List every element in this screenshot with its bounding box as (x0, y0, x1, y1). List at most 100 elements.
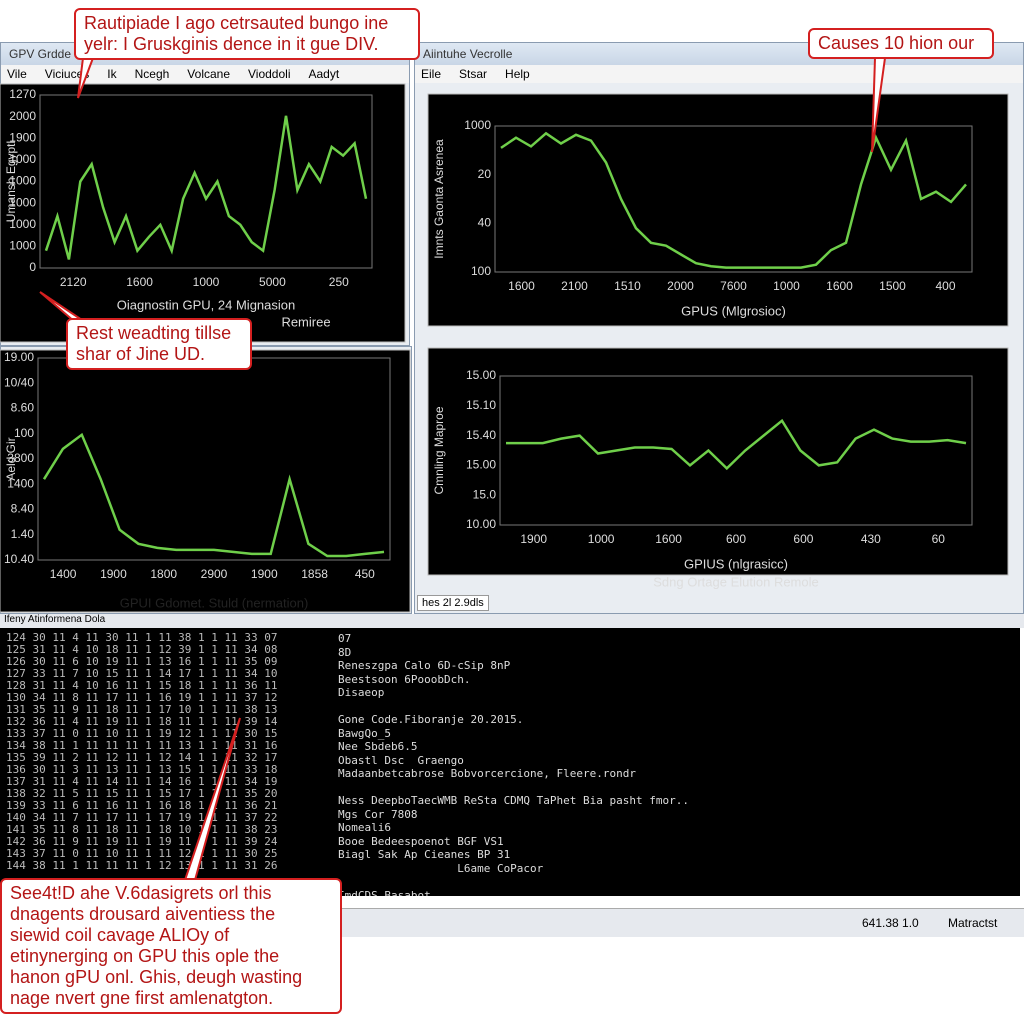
y-tick-label: 8.40 (11, 502, 35, 516)
x-tick-label: 1900 (100, 567, 127, 581)
tab[interactable]: hes 2l 2.9dls (417, 595, 489, 611)
console-row: 128 31 11 4 10 16 11 1 15 18 1 1 11 36 1… (6, 679, 278, 692)
console-row: 126 30 11 6 10 19 11 1 13 16 1 1 11 35 0… (6, 655, 278, 668)
callout-line: siewid coil cavage ALIOy of (10, 925, 230, 945)
callout-line: See4t!D ahe V.6dasigrets orl this (10, 883, 272, 903)
y-tick-label: 1000 (464, 118, 491, 132)
plot-frame (499, 375, 973, 526)
y-tick-label: 100 (14, 426, 34, 440)
console-row: 140 34 11 7 11 17 11 1 17 19 1 1 11 37 2… (6, 811, 278, 824)
x-tick-label: 7600 (720, 279, 747, 293)
callout-line: yelr: I Gruskginis dence in it gue DIV. (84, 34, 379, 54)
console-line: Gone Code.Fiboranje 20.2015. (338, 713, 524, 726)
console-line: Biagl Sak Ap Cieanes BP 31 (338, 848, 511, 861)
console-row: 133 37 11 0 11 10 11 1 19 12 1 1 11 30 1… (6, 727, 278, 740)
console-row: 125 31 11 4 10 18 11 1 12 39 1 1 11 34 0… (6, 643, 278, 656)
x-tick-label: 1510 (614, 279, 641, 293)
x-tick-label: 1000 (588, 532, 615, 546)
y-tick-label: 8.60 (11, 401, 35, 415)
menu-item[interactable]: Aadyt (308, 67, 340, 81)
y-tick-label: 15.0 (473, 487, 497, 501)
x-tick-label: 450 (355, 567, 375, 581)
y-axis-label: Aeld Gir (4, 437, 18, 480)
y-tick-label: 1270 (9, 87, 36, 101)
console-line: Nee Sbdeb6.5 (338, 740, 418, 753)
console-row: 127 33 11 7 10 15 11 1 14 17 1 1 11 34 1… (6, 667, 278, 680)
menu-item[interactable]: Eile (421, 67, 442, 81)
menu-item[interactable]: Stsar (459, 67, 488, 81)
y-tick-label: 0 (29, 260, 36, 274)
menu-item[interactable]: Ik (107, 67, 117, 81)
console-line: Beestsoon 6PooobDch. (338, 672, 471, 686)
x-tick-label: 1400 (50, 567, 77, 581)
x-tick-label: 600 (793, 532, 813, 546)
y-tick-label: 1000 (9, 174, 36, 188)
menu-bar: Vile Viciuces Ik Ncegh Volcane Vioddoli Aadyt (1, 65, 409, 83)
callout: See4t!D ahe V.6dasigrets orl this dnagent… (0, 878, 342, 1014)
menu-bar: Eile Stsar Help (415, 65, 1023, 83)
callout-line: Causes 10 hion our (818, 33, 975, 53)
chart-panel (427, 93, 1009, 327)
chart-panel (0, 349, 411, 613)
console-row: 142 36 11 9 11 19 11 1 19 11 1 1 11 39 2… (6, 835, 278, 848)
y-tick-label: 15.10 (466, 398, 496, 412)
y-tick-label: 1.40 (11, 527, 35, 541)
callout-line: nage nvert gne first amlenatgton. (10, 988, 274, 1008)
console-line: ImdCDS Basabot (338, 888, 431, 897)
callout: Rautipiade I ago cetrsauted bungo ine yel… (74, 8, 420, 60)
y-tick-label: 1900 (9, 130, 36, 144)
console-row: 136 30 11 3 11 13 11 1 13 15 1 1 11 33 1… (6, 763, 278, 776)
menu-item[interactable]: Volcane (187, 67, 230, 81)
console-line: BawgQo_5 (338, 726, 391, 740)
x-axis-label: Oiagnostin GPU, 24 Mignasion (117, 297, 295, 312)
console-row: 144 38 11 1 11 11 11 1 12 13 1 1 11 31 2… (6, 859, 278, 872)
y-tick-label: 3800 (7, 451, 34, 465)
console-row: 139 33 11 6 11 16 11 1 16 18 1 1 11 36 2… (6, 799, 278, 812)
console-numbers: 124 30 11 4 11 30 11 1 11 38 1 1 11 33 0… (6, 632, 336, 872)
console-line: 8D (338, 645, 352, 659)
x-tick-label: 1858 (301, 567, 328, 581)
menu-item[interactable]: Vile (7, 67, 27, 81)
y-tick-label: 2000 (9, 109, 36, 123)
callout-line: dnagents drousard aiventiess the (10, 904, 276, 924)
plot-frame (494, 125, 973, 273)
x-tick-label: 600 (726, 532, 746, 546)
console-line: Madaanbetcabrose Bobvorcercione, Fleere.… (338, 767, 637, 780)
x-tick-label: 430 (861, 532, 881, 546)
y-tick-label: 15.00 (466, 368, 496, 382)
status-mode: Matractst (948, 916, 998, 930)
menu-item[interactable]: Ncegh (134, 67, 170, 81)
y-tick-label: 40 (478, 216, 492, 230)
console-line: Obastl Dsc Graengo (338, 753, 464, 767)
y-tick-label: 1000 (9, 195, 36, 209)
x-tick-label: 1000 (773, 279, 800, 293)
console-row: 143 37 11 0 11 10 11 1 11 12 1 1 11 30 2… (6, 847, 278, 860)
y-tick-label: 1000 (9, 152, 36, 166)
x-tick-label: 2900 (201, 567, 228, 581)
menu-item[interactable]: Viciuces (44, 67, 90, 81)
callout-line: etinynerging on GPU this ople the (10, 946, 280, 966)
console-line: Reneszgpa Calo 6D-cSip 8nP (338, 659, 511, 672)
menu-item[interactable]: Vioddoli (248, 67, 291, 81)
x-tick-label: 1900 (520, 532, 547, 546)
y-axis-label: Umansh Egyptl (4, 141, 18, 222)
x-axis-label: GPIUS (nlgrasicc) (684, 556, 788, 571)
callout-line: Rest weadting tillse (76, 323, 232, 343)
status-position: 641.38 1.0 (862, 916, 919, 930)
callout-line: Rautipiade I ago cetrsauted bungo ine (84, 13, 389, 33)
menu-item[interactable]: Help (505, 67, 530, 81)
x-tick-label: 400 (935, 279, 955, 293)
y-tick-label: 1400 (7, 476, 34, 490)
x-tick-label: 60 (932, 532, 946, 546)
console-title: Ifeny Atinformena Dola (0, 614, 1024, 628)
y-tick-label: 19.00 (4, 350, 34, 364)
x-tick-label: 2000 (667, 279, 694, 293)
x-tick-label: 1000 (193, 275, 220, 289)
y-tick-label: 100 (471, 264, 491, 278)
console-line: Ness DeepboTaecWMB ReSta CDMQ TaPhet Bia… (338, 794, 689, 807)
console-line: Booe Bedeespoenot BGF VS1 (338, 834, 504, 848)
console-line: 07 (338, 632, 352, 645)
callout: Rest weadting tillse shar of Jine UD. (66, 318, 252, 370)
x-tick-label: 2120 (60, 275, 87, 289)
